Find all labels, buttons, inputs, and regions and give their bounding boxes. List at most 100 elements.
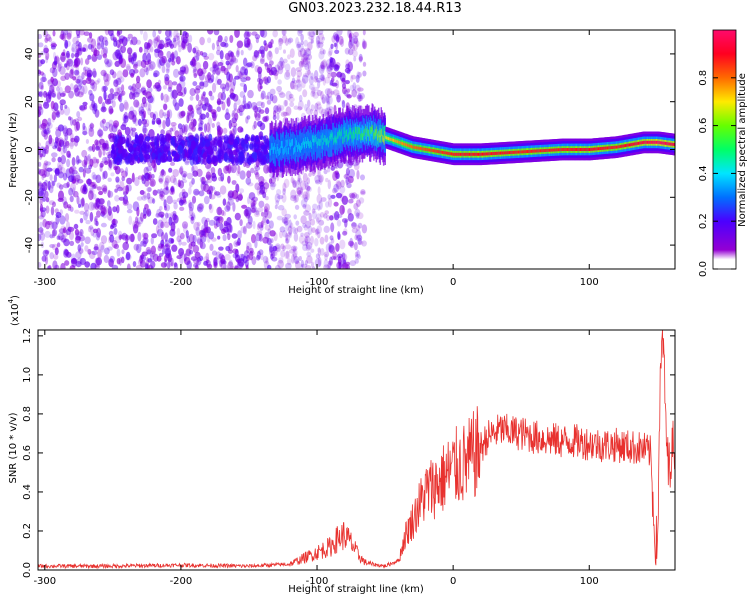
heatmap-cell <box>104 40 109 47</box>
heatmap-cell <box>352 82 357 91</box>
heatmap-cell <box>225 60 230 66</box>
heatmap-cell <box>400 141 402 145</box>
heatmap-cell <box>554 148 556 152</box>
heatmap-cell <box>188 233 195 244</box>
heatmap-cell <box>349 237 354 248</box>
heatmap-cell <box>287 225 293 235</box>
heatmap-cell <box>341 195 349 205</box>
heatmap-cell <box>66 127 73 136</box>
heatmap-cell <box>524 150 526 154</box>
heatmap-cell <box>316 225 323 234</box>
heatmap-cell <box>176 56 181 65</box>
heatmap-cell <box>71 157 76 167</box>
heatmap-cell <box>337 132 339 139</box>
heatmap-cell <box>45 161 52 166</box>
heatmap-cell <box>135 81 142 89</box>
heatmap-cell <box>101 36 108 46</box>
heatmap-cell <box>254 34 261 40</box>
heatmap-cell <box>260 90 266 100</box>
heatmap-cell <box>118 196 125 201</box>
heatmap-cell <box>40 122 47 129</box>
heatmap-cell <box>326 138 329 146</box>
heatmap-cell <box>284 251 291 260</box>
heatmap-cell <box>227 249 233 254</box>
heatmap-cell <box>57 197 64 202</box>
heatmap-cell <box>272 114 277 121</box>
heatmap-cell <box>316 217 320 224</box>
heatmap-cell <box>388 137 391 141</box>
heatmap-cell <box>150 136 155 142</box>
heatmap-cell <box>392 138 395 142</box>
heatmap-cell <box>341 252 346 260</box>
heatmap-cell <box>277 195 284 200</box>
heatmap-cell <box>511 150 514 154</box>
heatmap-cell <box>445 151 447 155</box>
heatmap-cell <box>543 149 545 153</box>
heatmap-cell <box>307 225 313 235</box>
heatmap-cell <box>51 89 55 95</box>
heatmap-cell <box>357 87 364 92</box>
heatmap-cell <box>104 58 110 65</box>
heatmap-cell <box>68 142 75 147</box>
heatmap-cell <box>192 68 196 74</box>
heatmap-cell <box>280 250 286 258</box>
heatmap-cell <box>429 148 431 152</box>
heatmap-cell <box>99 162 104 168</box>
heatmap-cell <box>239 219 243 227</box>
heatmap-cell <box>354 132 356 140</box>
heatmap-cell <box>569 148 571 151</box>
heatmap-cell <box>189 95 194 101</box>
heatmap-cell <box>38 262 42 268</box>
heatmap-cell <box>318 169 322 178</box>
heatmap-cell <box>330 255 337 261</box>
heatmap-cell <box>486 152 489 156</box>
heatmap-cell <box>38 180 42 187</box>
heatmap-cell <box>143 31 148 41</box>
heatmap-cell <box>330 238 335 244</box>
heatmap-cell <box>231 112 236 118</box>
heatmap-cell <box>109 69 115 76</box>
heatmap-cell <box>330 222 335 233</box>
heatmap-cell <box>318 40 324 45</box>
heatmap-cell <box>311 140 314 156</box>
heatmap-cell <box>118 38 124 43</box>
heatmap-cell <box>171 81 178 86</box>
heatmap-cell <box>171 151 176 156</box>
heatmap-cell <box>137 216 144 225</box>
heatmap-cell <box>509 151 511 155</box>
heatmap-cell <box>328 245 336 254</box>
heatmap-cell <box>159 109 164 119</box>
heatmap-cell <box>316 101 321 106</box>
heatmap-cell <box>344 67 351 74</box>
heatmap-cell <box>283 99 288 107</box>
heatmap-cell <box>51 229 56 239</box>
heatmap-cell <box>123 115 129 123</box>
heatmap-cell <box>202 256 210 262</box>
heatmap-cell <box>145 263 149 269</box>
heatmap-cell <box>552 148 555 152</box>
heatmap-cell <box>110 149 116 154</box>
heatmap-cell <box>131 83 137 92</box>
heatmap-cell <box>146 45 152 54</box>
heatmap-cell <box>126 235 130 241</box>
heatmap-cell <box>365 134 368 142</box>
heatmap-cell <box>405 143 407 146</box>
heatmap-cell <box>341 99 345 105</box>
heatmap-cell <box>137 231 142 242</box>
heatmap-cell <box>228 259 233 267</box>
heatmap-cell <box>335 35 340 43</box>
heatmap-cell <box>345 130 347 138</box>
heatmap-cell <box>293 147 295 155</box>
heatmap-cell <box>235 196 240 203</box>
heatmap-cell <box>336 261 342 269</box>
heatmap-cell <box>259 30 265 38</box>
heatmap-cell <box>168 80 173 90</box>
heatmap-cell <box>145 91 152 99</box>
heatmap-cell <box>211 175 217 182</box>
heatmap-cell <box>273 110 277 117</box>
heatmap-cell <box>256 224 261 230</box>
heatmap-cell <box>133 143 137 148</box>
heatmap-cell <box>395 139 397 143</box>
heatmap-cell <box>242 255 248 264</box>
heatmap-cell <box>195 85 201 91</box>
